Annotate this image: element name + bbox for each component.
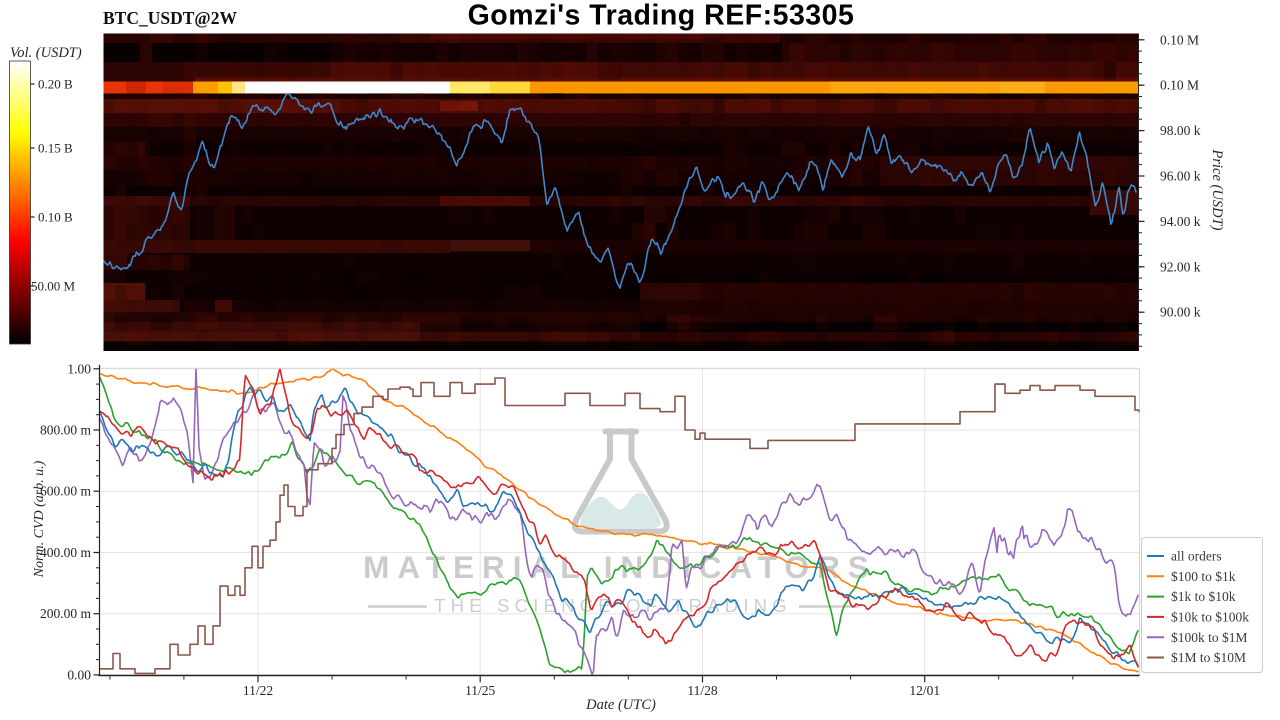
svg-text:12/01: 12/01: [909, 683, 940, 698]
svg-text:Price (USDT): Price (USDT): [1209, 149, 1225, 231]
svg-text:11/22: 11/22: [243, 683, 273, 698]
svg-text:Gomzi's Trading REF:53305: Gomzi's Trading REF:53305: [468, 0, 855, 32]
svg-text:Date (UTC): Date (UTC): [585, 697, 656, 713]
svg-text:800.00 m: 800.00 m: [40, 423, 92, 438]
svg-text:1.00: 1.00: [67, 361, 91, 376]
svg-text:$10k to $100k: $10k to $100k: [1171, 610, 1249, 625]
svg-text:0.10 B: 0.10 B: [38, 210, 73, 225]
svg-text:92.00 k: 92.00 k: [1160, 259, 1201, 274]
svg-text:400.00 m: 400.00 m: [40, 545, 92, 560]
svg-text:90.00 k: 90.00 k: [1160, 305, 1201, 320]
svg-text:Norm. CVD (arb. u.): Norm. CVD (arb. u.): [32, 460, 47, 578]
svg-text:11/28: 11/28: [687, 683, 717, 698]
svg-text:0.00: 0.00: [67, 667, 91, 682]
svg-text:$100k to $1M: $100k to $1M: [1171, 630, 1248, 645]
svg-text:600.00 m: 600.00 m: [40, 484, 92, 499]
svg-text:50.00 M: 50.00 M: [31, 279, 76, 294]
svg-text:94.00 k: 94.00 k: [1160, 214, 1201, 229]
svg-text:0.10 M: 0.10 M: [1160, 32, 1199, 47]
svg-text:0.20 B: 0.20 B: [38, 77, 73, 92]
svg-text:0.10 M: 0.10 M: [1160, 78, 1199, 93]
svg-text:MATERIAL INDICATORS: MATERIAL INDICATORS: [363, 549, 877, 585]
svg-text:96.00 k: 96.00 k: [1160, 169, 1201, 184]
svg-text:98.00 k: 98.00 k: [1160, 123, 1201, 138]
svg-text:$1k to $10k: $1k to $10k: [1171, 589, 1236, 604]
svg-text:200.00 m: 200.00 m: [40, 606, 92, 621]
svg-text:$100 to $1k: $100 to $1k: [1171, 569, 1236, 584]
svg-text:$1M to $10M: $1M to $10M: [1171, 650, 1246, 665]
svg-text:0.15 B: 0.15 B: [38, 141, 73, 156]
svg-text:11/25: 11/25: [465, 683, 495, 698]
svg-text:BTC_USDT@2W: BTC_USDT@2W: [103, 8, 237, 28]
svg-text:all orders: all orders: [1171, 549, 1222, 564]
svg-text:Vol. (USDT): Vol. (USDT): [10, 45, 82, 61]
